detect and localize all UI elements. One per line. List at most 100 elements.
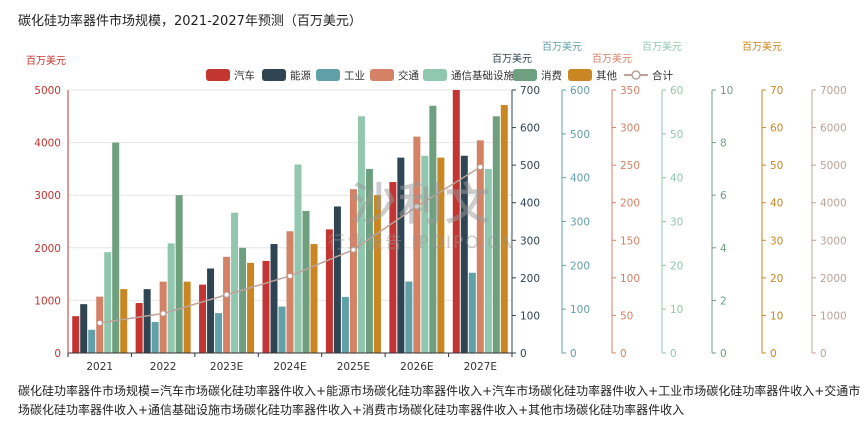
bar xyxy=(262,260,270,353)
y-tick-label: 20 xyxy=(670,260,683,272)
y-tick-label: 30 xyxy=(670,217,683,229)
bar xyxy=(460,155,468,353)
bar xyxy=(357,116,365,353)
bar xyxy=(437,157,445,353)
x-tick-label: 2021 xyxy=(86,361,113,373)
bar xyxy=(429,105,437,353)
legend-swatch xyxy=(513,69,537,81)
bar xyxy=(389,182,397,353)
y-tick-label: 350 xyxy=(620,85,640,97)
y-tick-label: 300 xyxy=(520,235,540,247)
legend-label: 工业 xyxy=(344,70,365,82)
y-tick-label: 500 xyxy=(520,160,540,172)
bar xyxy=(310,244,318,353)
y-tick-label: 0 xyxy=(720,348,727,360)
bar xyxy=(278,306,286,353)
bar xyxy=(72,316,80,353)
y-tick-label: 3000 xyxy=(34,190,61,202)
y-tick-label: 300 xyxy=(570,217,590,229)
bar xyxy=(476,140,484,353)
bar xyxy=(80,304,88,353)
legend-swatch xyxy=(316,69,340,81)
legend-label: 合计 xyxy=(652,69,673,82)
bar xyxy=(349,189,357,353)
line-point xyxy=(350,246,357,253)
y-tick-label: 50 xyxy=(770,160,783,172)
y-tick-label: 400 xyxy=(520,198,540,210)
bar xyxy=(159,281,167,353)
y-tick-label: 0 xyxy=(820,348,827,360)
y-axis-unit: 百万美元 xyxy=(592,52,632,65)
legend-swatch xyxy=(370,69,394,81)
y-tick-label: 5000 xyxy=(34,85,61,97)
y-tick-label: 6000 xyxy=(820,123,847,135)
y-axes: 010002000300040005000百万美元010020030040050… xyxy=(26,40,847,360)
y-axis-unit: 百万美元 xyxy=(492,52,532,65)
legend-swatch xyxy=(568,69,592,81)
y-tick-label: 10 xyxy=(770,310,783,322)
y-tick-label: 60 xyxy=(770,123,783,135)
bar xyxy=(302,210,310,353)
y-tick-label: 40 xyxy=(770,198,783,210)
y-tick-label: 600 xyxy=(520,123,540,135)
bar xyxy=(167,243,175,353)
chart-area: 2021 2022 2023E 2024E 2025E 2026E 2027E 010002… xyxy=(26,40,847,373)
line-point xyxy=(477,164,484,171)
bar xyxy=(120,289,128,353)
bar xyxy=(452,90,460,353)
y-tick-label: 100 xyxy=(520,310,540,322)
legend-label: 其他 xyxy=(596,69,617,82)
y-tick-label: 0 xyxy=(670,348,677,360)
y-tick-label: 60 xyxy=(670,85,683,97)
bar xyxy=(325,229,333,353)
bars xyxy=(72,90,508,354)
footnote: 碳化硅功率器件市场规模=汽车市场碳化硅功率器件收入+能源市场碳化硅功率器件收入+… xyxy=(18,384,861,417)
legend-label: 交通 xyxy=(398,69,419,82)
x-tick-label: 2022 xyxy=(150,361,177,373)
bar xyxy=(215,313,223,353)
y-tick-label: 20 xyxy=(770,273,783,285)
bar xyxy=(397,157,405,353)
bar xyxy=(468,272,476,353)
y-tick-label: 7000 xyxy=(820,85,847,97)
bar xyxy=(333,206,341,353)
bar xyxy=(183,281,191,353)
legend-swatch xyxy=(423,69,447,81)
y-tick-label: 10 xyxy=(670,304,683,316)
bar xyxy=(143,289,151,353)
y-axis-unit: 百万美元 xyxy=(542,40,582,53)
bar xyxy=(223,256,231,353)
y-tick-label: 0 xyxy=(54,348,61,360)
y-tick-label: 250 xyxy=(620,160,640,172)
y-tick-label: 4000 xyxy=(820,198,847,210)
bar xyxy=(365,168,373,353)
legend-label: 消费 xyxy=(541,69,562,82)
y-tick-label: 2000 xyxy=(34,243,61,255)
bar xyxy=(231,212,239,353)
y-tick-label: 600 xyxy=(570,85,590,97)
y-tick-label: 50 xyxy=(620,310,633,322)
legend-label: 通信基础设施 xyxy=(451,69,514,82)
line-point xyxy=(413,203,420,210)
y-tick-label: 100 xyxy=(620,273,640,285)
bar xyxy=(421,155,429,353)
y-tick-label: 30 xyxy=(770,235,783,247)
legend-swatch-point xyxy=(631,70,641,80)
bar xyxy=(405,281,413,353)
legend-label: 能源 xyxy=(290,69,311,82)
y-tick-label: 10 xyxy=(720,85,733,97)
y-axis-unit: 百万美元 xyxy=(642,40,682,53)
y-tick-label: 400 xyxy=(570,173,590,185)
bar xyxy=(135,303,143,353)
bar xyxy=(270,244,278,353)
y-tick-label: 0 xyxy=(620,348,627,360)
bar xyxy=(207,268,215,353)
line-point xyxy=(223,291,230,298)
line-point xyxy=(160,310,167,317)
x-tick-label: 2024E xyxy=(273,361,306,373)
bar xyxy=(175,195,183,353)
y-tick-label: 700 xyxy=(520,85,540,97)
bar xyxy=(294,164,302,353)
y-tick-label: 200 xyxy=(520,273,540,285)
bar xyxy=(373,195,381,353)
